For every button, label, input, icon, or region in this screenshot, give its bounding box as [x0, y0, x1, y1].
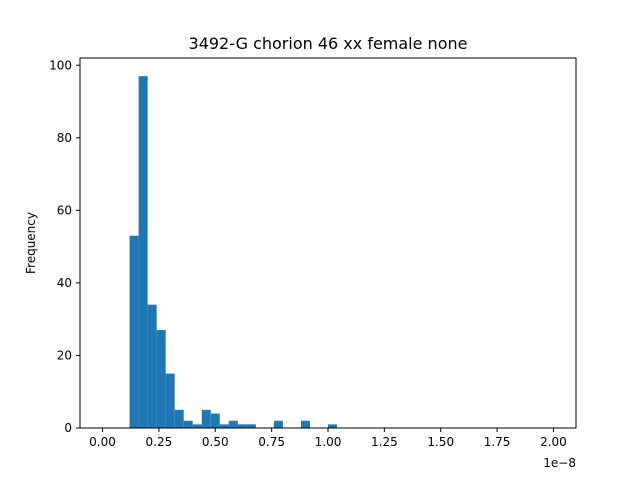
- x-axis-offset-label: 1e−8: [543, 456, 576, 470]
- x-tick-label: 1.50: [427, 435, 454, 449]
- histogram-bar: [219, 424, 229, 428]
- x-tick-label: 0.75: [258, 435, 285, 449]
- histogram-bar: [201, 409, 211, 428]
- x-tick-label: 0.00: [89, 435, 116, 449]
- x-tick-label: 0.50: [202, 435, 229, 449]
- y-tick-label: 60: [57, 203, 72, 217]
- bars-group: [129, 76, 338, 428]
- x-axis-ticks: 0.00 0.25 0.50 0.75 1.00 1.25 1.50 1.75 2.00: [89, 428, 567, 449]
- x-tick-label: 2.00: [540, 435, 567, 449]
- plot-frame: [79, 57, 577, 429]
- histogram-bar: [129, 235, 139, 428]
- histogram-bar: [273, 420, 283, 428]
- y-tick-label: 80: [57, 131, 72, 145]
- histogram-bar: [138, 76, 148, 428]
- histogram-bar: [228, 420, 238, 428]
- y-tick-label: 100: [49, 58, 72, 72]
- histogram-bar: [183, 420, 193, 428]
- histogram-bar: [165, 373, 175, 428]
- x-tick-label: 1.00: [315, 435, 342, 449]
- histogram-bar: [174, 409, 184, 428]
- histogram-bar: [328, 424, 338, 428]
- histogram-bar: [210, 413, 220, 428]
- y-tick-label: 20: [57, 348, 72, 362]
- y-axis-label: Frequency: [24, 212, 38, 274]
- histogram-bar: [147, 304, 157, 428]
- chart-title: 3492-G chorion 46 xx female none: [189, 34, 468, 53]
- histogram-bar: [156, 330, 166, 428]
- y-tick-label: 0: [64, 421, 72, 435]
- x-tick-label: 1.25: [371, 435, 398, 449]
- y-axis-ticks: 0 20 40 60 80 100: [49, 58, 80, 435]
- x-tick-label: 1.75: [484, 435, 511, 449]
- x-tick-label: 0.25: [146, 435, 173, 449]
- histogram-bar: [192, 424, 202, 428]
- histogram-bar: [300, 420, 310, 428]
- y-tick-label: 40: [57, 276, 72, 290]
- histogram-bar: [237, 424, 247, 428]
- histogram-bar: [246, 424, 256, 428]
